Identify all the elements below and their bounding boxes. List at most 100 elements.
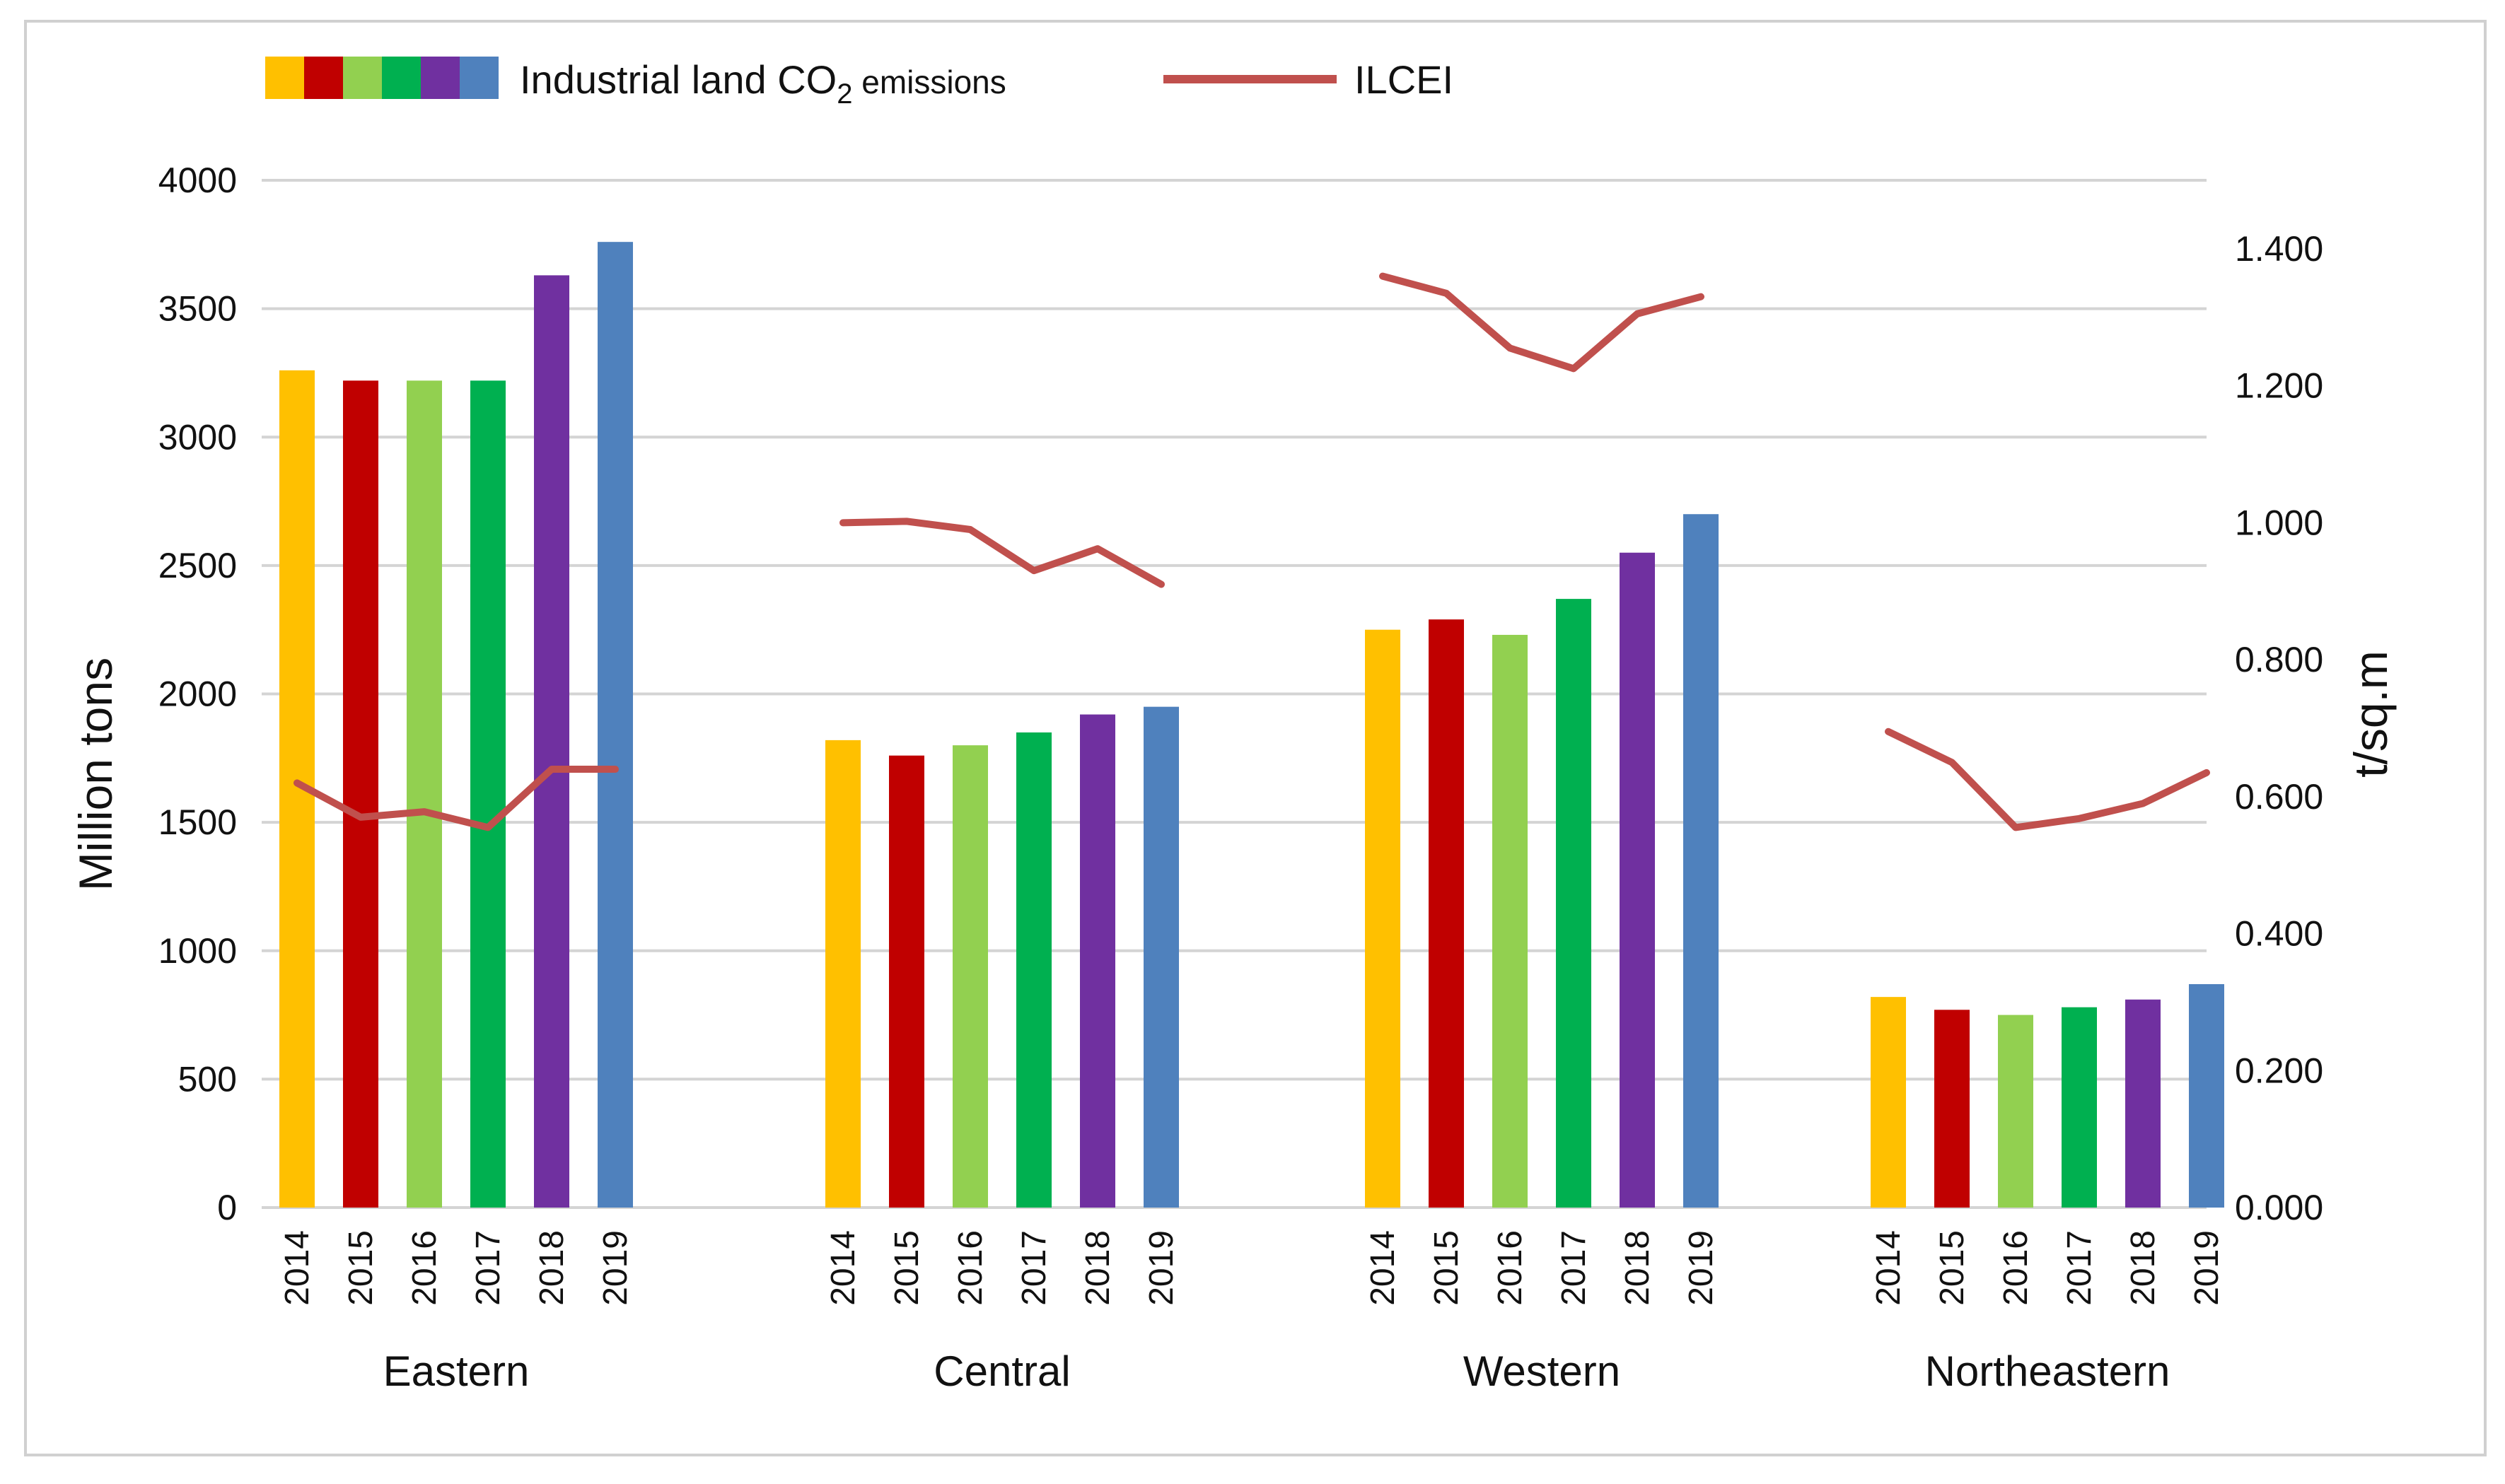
x-tick-label: 2015: [1934, 1230, 1971, 1306]
right-tick-label: 1.400: [2235, 229, 2323, 269]
bar-northeastern-2014: [1871, 997, 1906, 1208]
right-tick-label: 0.000: [2235, 1188, 2323, 1227]
bar-central-2018: [1080, 714, 1115, 1208]
bar-western-2016: [1492, 634, 1528, 1208]
bar-eastern-2015: [343, 380, 378, 1208]
ilcei-line-western: [1379, 272, 1704, 373]
bar-northeastern-2015: [1934, 1010, 1970, 1208]
right-tick-label: 0.200: [2235, 1051, 2323, 1090]
x-tick-label: 2018: [1619, 1230, 1656, 1306]
group-label: Central: [934, 1348, 1070, 1395]
group-label: Western: [1463, 1348, 1620, 1395]
left-tick-label: 1500: [158, 802, 237, 842]
legend-line-label: ILCEI: [1354, 57, 1453, 102]
left-tick-label: 4000: [158, 160, 237, 200]
bar-western-2018: [1620, 552, 1655, 1208]
x-tick-label: 2016: [1997, 1230, 2035, 1306]
legend-swatch-2019: [460, 57, 499, 99]
x-tick-label: 2016: [952, 1230, 989, 1306]
bar-central-2014: [825, 740, 861, 1208]
bar-central-2015: [889, 755, 924, 1208]
bar-western-2014: [1365, 629, 1400, 1208]
x-tick-label: 2014: [1364, 1230, 1402, 1306]
left-tick-label: 2500: [158, 546, 237, 585]
bars: [279, 242, 2224, 1208]
group-label: Northeastern: [1925, 1348, 2170, 1395]
right-axis-ticks: 0.000 0.200 0.400 0.600 0.800 1.000 1.200 1.400: [2235, 229, 2323, 1227]
x-tick-label: 2019: [597, 1230, 634, 1306]
left-axis-label: Million tons: [69, 658, 122, 891]
bar-western-2017: [1556, 599, 1591, 1208]
x-tick-label: 2015: [1428, 1230, 1465, 1306]
right-tick-label: 0.400: [2235, 914, 2323, 954]
left-tick-label: 3000: [158, 417, 237, 457]
bar-central-2019: [1144, 706, 1179, 1208]
x-tick-label: 2017: [470, 1230, 507, 1306]
legend-swatch-2016: [343, 57, 382, 99]
left-tick-label: 0: [217, 1188, 237, 1227]
bar-eastern-2016: [407, 380, 442, 1208]
left-tick-label: 3500: [158, 289, 237, 329]
legend-bar-label: Industrial land CO2 emissions: [520, 57, 1006, 110]
ilcei-lines: [293, 272, 2210, 831]
x-tick-label: 2017: [2061, 1230, 2098, 1306]
bar-group-northeastern: [1871, 983, 2224, 1208]
legend-swatch-2017: [382, 57, 421, 99]
left-axis-ticks: 0 500 1000 1500 2000 2500 3000 3500 4000: [158, 160, 237, 1227]
legend-bar-label-subscript: 2: [837, 78, 852, 110]
bar-central-2017: [1016, 732, 1052, 1208]
x-tick-label: 2017: [1016, 1230, 1053, 1306]
bar-group-eastern: [279, 242, 633, 1208]
left-tick-label: 500: [178, 1059, 237, 1099]
legend-swatch-2014: [265, 57, 304, 99]
bar-group-central: [825, 706, 1179, 1208]
bar-western-2019: [1683, 514, 1719, 1208]
bar-northeastern-2019: [2189, 983, 2224, 1208]
ilcei-line-eastern: [293, 766, 619, 831]
bar-northeastern-2017: [2062, 1007, 2097, 1208]
x-tick-label: 2014: [1870, 1230, 1907, 1306]
x-tick-label: 2019: [1143, 1230, 1180, 1306]
left-tick-label: 2000: [158, 674, 237, 714]
bar-eastern-2018: [534, 275, 569, 1208]
bar-eastern-2017: [470, 380, 506, 1208]
x-tick-label: 2015: [888, 1230, 926, 1306]
right-tick-label: 0.600: [2235, 777, 2323, 817]
legend: Industrial land CO2 emissions ILCEI: [265, 57, 1453, 110]
ilcei-line-central: [839, 518, 1165, 588]
ilcei-line-northeastern: [1885, 728, 2210, 831]
right-tick-label: 0.800: [2235, 640, 2323, 679]
bar-eastern-2019: [598, 242, 633, 1208]
x-tick-label: 2014: [279, 1230, 316, 1306]
gridlines: [262, 179, 2207, 1209]
x-tick-label: 2015: [342, 1230, 380, 1306]
legend-bar-label-suffix: emissions: [852, 64, 1006, 100]
group-label: Eastern: [383, 1348, 530, 1395]
x-tick-label: 2018: [2125, 1230, 2162, 1306]
legend-bar-swatches: [265, 57, 499, 99]
bar-western-2015: [1429, 619, 1464, 1208]
right-axis-label: t/sq.m: [2344, 650, 2397, 778]
legend-swatch-2018: [421, 57, 460, 99]
x-tick-label: 2016: [1492, 1230, 1529, 1306]
x-tick-label: 2019: [1682, 1230, 1720, 1306]
right-tick-label: 1.000: [2235, 503, 2323, 542]
x-tick-label: 2017: [1555, 1230, 1593, 1306]
legend-swatch-2015: [304, 57, 343, 99]
bar-northeastern-2016: [1998, 1015, 2033, 1208]
bar-northeastern-2018: [2125, 999, 2161, 1208]
x-tick-label: 2016: [406, 1230, 443, 1306]
x-tick-label: 2014: [825, 1230, 862, 1306]
x-tick-label: 2018: [533, 1230, 571, 1306]
left-tick-label: 1000: [158, 931, 237, 971]
chart-frame: [24, 20, 2487, 1456]
x-tick-label: 2018: [1079, 1230, 1117, 1306]
bar-group-western: [1365, 514, 1719, 1208]
right-tick-label: 1.200: [2235, 366, 2323, 406]
bar-central-2016: [953, 745, 988, 1208]
legend-bar-label-main: Industrial land CO: [520, 57, 837, 102]
x-tick-label: 2019: [2188, 1230, 2226, 1306]
x-axis-labels: 2014 2015 2016 2017 2018 2019 Eastern 2014 2015 2…: [279, 1230, 2226, 1395]
